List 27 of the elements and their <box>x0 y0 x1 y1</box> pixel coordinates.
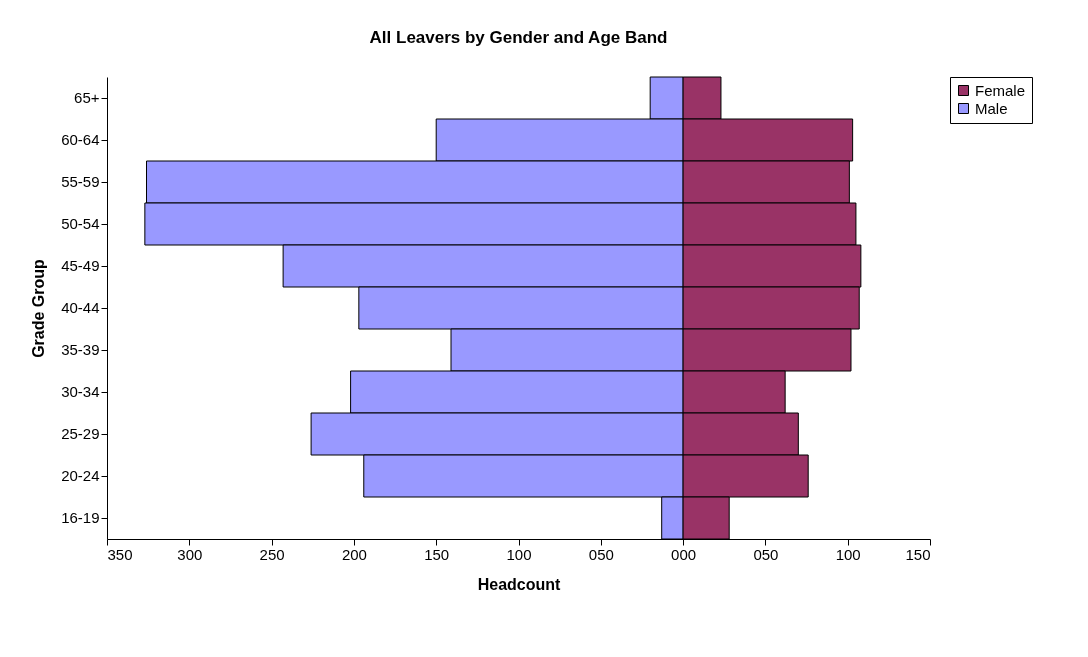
y-tick-label: 20-24 <box>61 467 100 484</box>
x-tick-label: 150 <box>905 545 931 563</box>
x-tick-label: 100 <box>835 545 861 563</box>
x-tick-label: 350 <box>107 545 133 563</box>
chart-title: All Leavers by Gender and Age Band <box>369 27 668 47</box>
x-axis-title: Headcount <box>477 575 562 593</box>
y-tick-label: 16-19 <box>61 509 100 526</box>
y-tick-label: 65+ <box>74 89 100 106</box>
legend-label: Male <box>975 99 1008 117</box>
x-tick-label: 050 <box>588 545 614 563</box>
x-tick-label: 100 <box>506 545 532 563</box>
y-tick-label: 50-54 <box>61 215 100 232</box>
x-tick-label: 150 <box>424 545 450 563</box>
y-tick-label: 55-59 <box>61 173 100 190</box>
y-tick-label: 30-34 <box>61 383 100 400</box>
x-tick-label: 000 <box>671 545 697 563</box>
y-tick-label: 40-44 <box>61 299 100 316</box>
x-tick-label: 300 <box>177 545 203 563</box>
y-tick-label: 60-64 <box>61 131 100 148</box>
y-axis-title: Grade Group <box>30 258 48 358</box>
y-tick-label: 25-29 <box>61 425 100 442</box>
x-tick-label: 200 <box>341 545 367 563</box>
y-tick-label: 45-49 <box>61 257 100 274</box>
legend-label: Female <box>975 81 1026 99</box>
x-tick-label: 250 <box>259 545 285 563</box>
y-tick-label: 35-39 <box>61 341 100 358</box>
x-tick-label: 050 <box>753 545 779 563</box>
